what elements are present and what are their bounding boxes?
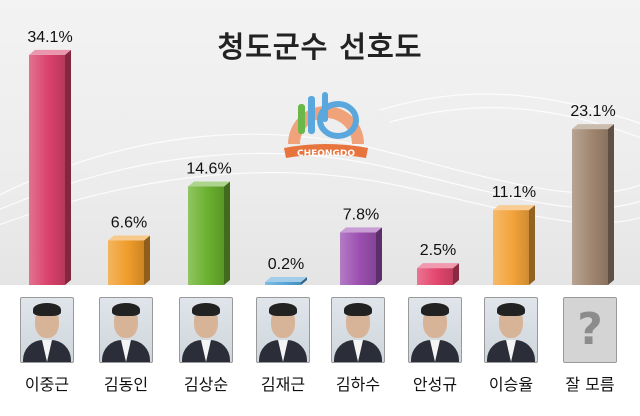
candidate-6: 안성규 bbox=[405, 297, 465, 395]
candidate-photo bbox=[256, 297, 310, 363]
bar-front bbox=[188, 186, 224, 285]
candidate-4: 김재근 bbox=[253, 297, 313, 395]
candidate-name: 김재근 bbox=[260, 375, 306, 394]
portrait-shirt bbox=[353, 340, 363, 362]
value-label: 0.2% bbox=[268, 256, 304, 273]
value-label: 14.6% bbox=[186, 160, 231, 177]
bar-5 bbox=[340, 227, 382, 285]
logo-text: CHEONGDO bbox=[297, 149, 355, 159]
candidate-photo bbox=[484, 297, 538, 363]
bar-8 bbox=[572, 124, 614, 285]
bar-side bbox=[301, 277, 307, 285]
bar-side bbox=[529, 205, 535, 285]
candidate-name: 안성규 bbox=[412, 375, 458, 394]
bar-top bbox=[265, 277, 307, 282]
portrait-hair bbox=[192, 303, 220, 316]
bar-top bbox=[188, 181, 230, 187]
candidate-name: 김상순 bbox=[183, 375, 229, 394]
portrait-shirt bbox=[506, 340, 516, 362]
bars-layer: 34.1% 6.6% 14.6% 0.2% 7.8% 2.5% 11.1% 23.1% bbox=[27, 29, 616, 286]
candidate-5: 김하수 bbox=[328, 297, 388, 395]
bar-3 bbox=[188, 181, 230, 285]
portrait-shirt bbox=[430, 340, 440, 362]
bar-front bbox=[108, 240, 144, 285]
portrait-shirt bbox=[278, 340, 288, 362]
bar-4 bbox=[265, 277, 307, 285]
bar-6 bbox=[417, 263, 459, 285]
chart-title: 청도군수 선호도 bbox=[217, 30, 423, 64]
candidate-8: ? 잘 모름 bbox=[560, 297, 620, 395]
bar-front bbox=[29, 54, 65, 286]
portrait-hair bbox=[112, 303, 140, 316]
value-label: 6.6% bbox=[111, 214, 147, 231]
candidate-name: 김동인 bbox=[103, 375, 149, 394]
candidate-photo bbox=[20, 297, 74, 363]
candidate-name: 김하수 bbox=[335, 375, 381, 394]
bar-top bbox=[108, 235, 150, 241]
candidate-1: 이중근 bbox=[17, 297, 77, 395]
bar-side bbox=[144, 235, 150, 285]
candidate-7: 이승율 bbox=[481, 297, 541, 395]
bar-side bbox=[224, 181, 230, 285]
bar-top bbox=[340, 227, 382, 233]
bar-top bbox=[417, 263, 459, 269]
cheongdo-logo: CHEONGDO bbox=[284, 92, 368, 159]
portrait-shirt bbox=[201, 340, 211, 362]
portrait-hair bbox=[269, 303, 297, 316]
candidate-2: 김동인 bbox=[96, 297, 156, 395]
bar-front bbox=[340, 232, 376, 285]
candidate-name: 잘 모름 bbox=[565, 375, 615, 394]
candidate-3: 김상순 bbox=[176, 297, 236, 395]
unknown-placeholder: ? bbox=[563, 297, 617, 363]
bar-front bbox=[265, 282, 301, 285]
bar-1 bbox=[29, 49, 71, 286]
portrait-shirt bbox=[121, 340, 131, 362]
portrait-hair bbox=[33, 303, 61, 316]
portrait-hair bbox=[421, 303, 449, 316]
candidate-photo bbox=[99, 297, 153, 363]
portrait-hair bbox=[344, 303, 372, 316]
candidate-photo bbox=[179, 297, 233, 363]
bar-top bbox=[493, 205, 535, 211]
value-label: 7.8% bbox=[343, 206, 379, 223]
candidate-name: 이승율 bbox=[488, 375, 534, 394]
value-label: 2.5% bbox=[420, 242, 456, 259]
candidate-photo bbox=[331, 297, 385, 363]
bar-side bbox=[453, 263, 459, 285]
portrait-hair bbox=[497, 303, 525, 316]
bar-7 bbox=[493, 205, 535, 285]
bar-front bbox=[493, 210, 529, 285]
value-label: 11.1% bbox=[492, 184, 536, 201]
question-mark-icon: ? bbox=[577, 304, 603, 355]
bar-front bbox=[572, 129, 608, 285]
bar-side bbox=[608, 124, 614, 285]
bar-front bbox=[417, 268, 453, 285]
bar-side bbox=[65, 49, 71, 286]
value-label: 23.1% bbox=[570, 103, 615, 120]
bar-top bbox=[572, 124, 614, 130]
candidate-photo bbox=[408, 297, 462, 363]
portrait-shirt bbox=[42, 340, 52, 362]
bar-top bbox=[29, 49, 71, 55]
bar-side bbox=[376, 227, 382, 285]
bar-2 bbox=[108, 235, 150, 285]
value-label: 34.1% bbox=[27, 29, 72, 46]
candidate-name: 이중근 bbox=[24, 375, 70, 394]
